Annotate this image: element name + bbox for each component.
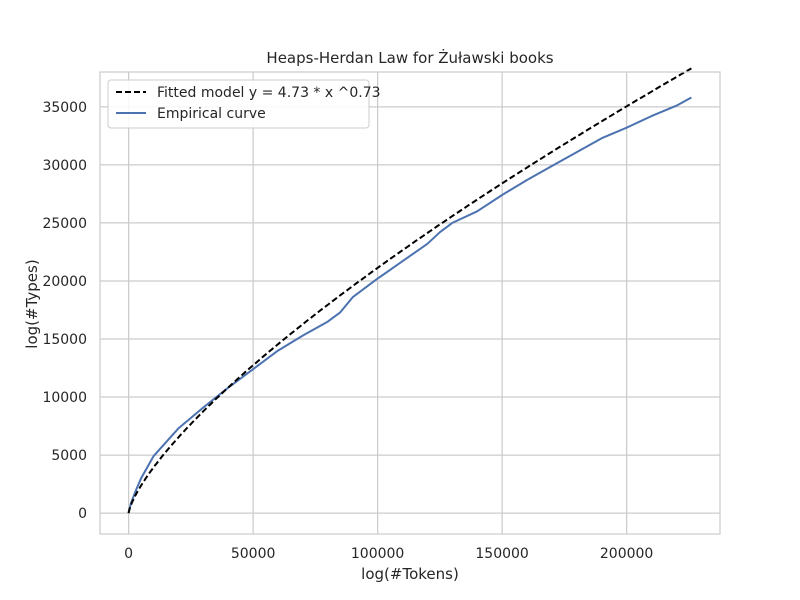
x-tick-label: 100000 xyxy=(351,546,404,562)
y-tick-label: 30000 xyxy=(42,158,87,174)
y-tick-label: 15000 xyxy=(42,332,87,348)
y-tick-label: 25000 xyxy=(42,216,87,232)
x-axis-label: log(#Tokens) xyxy=(361,565,459,583)
x-tick-label: 50000 xyxy=(231,546,276,562)
grid xyxy=(100,72,720,534)
plot-background xyxy=(100,72,720,534)
y-tick-label: 20000 xyxy=(42,274,87,290)
fitted-model-line xyxy=(127,67,692,514)
legend: Fitted model y = 4.73 * x ^0.73 Empirica… xyxy=(107,79,381,129)
y-tick-label: 0 xyxy=(78,506,87,522)
y-tick-label: 5000 xyxy=(51,448,87,464)
x-tick-label: 200000 xyxy=(600,546,653,562)
empirical-curve-line xyxy=(127,96,692,514)
x-tick-label: 0 xyxy=(124,546,133,562)
x-tick-label: 150000 xyxy=(475,546,528,562)
y-axis-label: log(#Types) xyxy=(23,259,41,348)
chart-title: Heaps-Herdan Law for Żuławski books xyxy=(266,48,553,67)
y-tick-label: 10000 xyxy=(42,390,87,406)
series-layer xyxy=(127,67,692,514)
legend-box xyxy=(107,79,370,129)
x-tick-labels: 0 50000 100000 150000 200000 xyxy=(124,546,653,562)
y-tick-labels: 0 5000 10000 15000 20000 25000 30000 35000 xyxy=(42,100,87,522)
y-tick-label: 35000 xyxy=(42,100,87,116)
legend-empirical-label: Empirical curve xyxy=(157,106,266,122)
plot-frame xyxy=(99,71,721,535)
legend-fitted-label: Fitted model y = 4.73 * x ^0.73 xyxy=(157,85,381,101)
